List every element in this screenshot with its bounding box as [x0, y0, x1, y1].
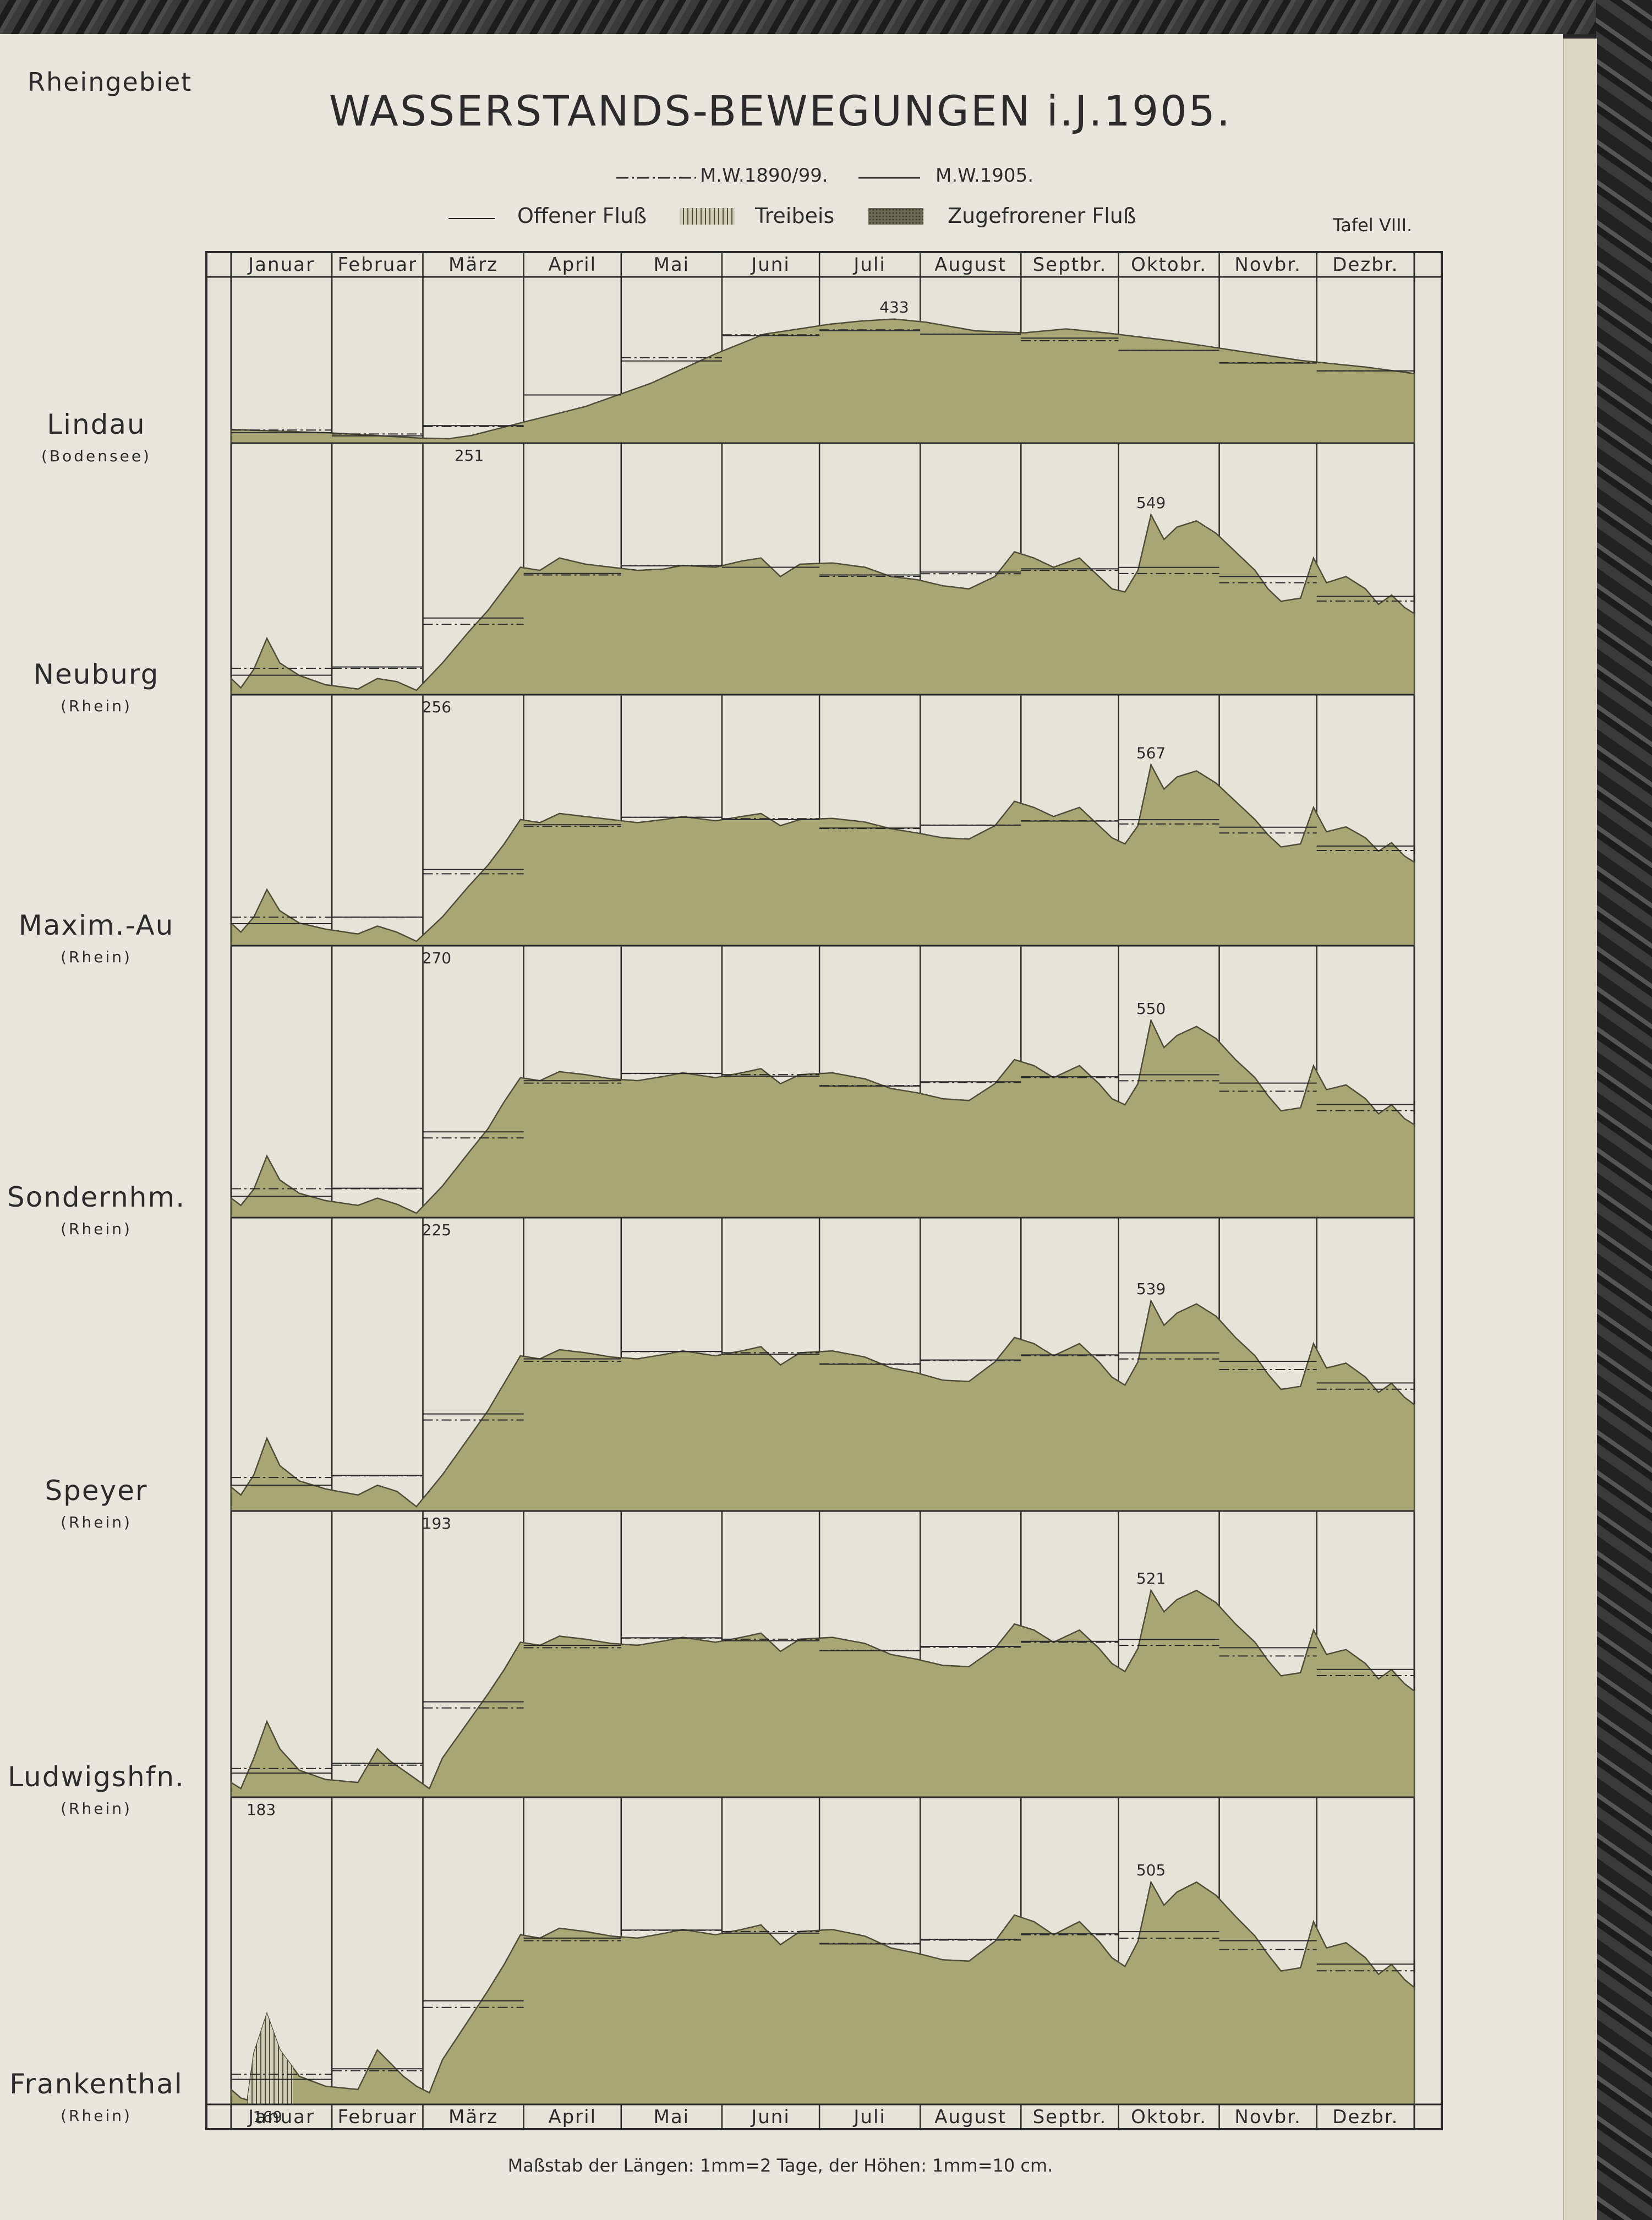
month-label-bottom: Juni	[750, 2106, 790, 2128]
station-river: (Rhein)	[61, 1220, 132, 1238]
legend-mw-old-label: M.W.1890/99.	[700, 165, 828, 187]
drift-ice-area	[247, 2014, 293, 2104]
min-level-label: 225	[422, 1221, 451, 1239]
mean-1905-line	[231, 1929, 1414, 2080]
station-name: Frankenthal	[9, 2068, 183, 2100]
max-level-label: 567	[1136, 744, 1166, 762]
min-level-label: 251	[455, 446, 484, 465]
month-label-top: August	[934, 254, 1006, 276]
mean-1890-99-line	[231, 565, 1414, 669]
month-label-bottom: Juli	[852, 2106, 885, 2128]
station-name: Neuburg	[34, 658, 160, 690]
month-label-bottom: Januar	[247, 2106, 315, 2128]
legend-drift-label: Treibeis	[754, 204, 834, 228]
min-level-label: 270	[422, 949, 451, 967]
max-level-label: 550	[1136, 1000, 1166, 1018]
station-river: (Rhein)	[61, 697, 132, 715]
paper-edge	[1563, 39, 1597, 2220]
month-label-bottom: April	[548, 2106, 597, 2128]
station-name: Sondernhm.	[7, 1181, 185, 1213]
book-binding	[1596, 0, 1652, 2220]
month-label-top: Juli	[852, 254, 885, 276]
station-name: Ludwigshfn.	[8, 1761, 185, 1793]
water-level-area	[230, 1588, 1415, 1798]
water-level-area	[230, 762, 1415, 947]
station-river: (Rhein)	[61, 2107, 132, 2125]
month-label-bottom: Novbr.	[1234, 2106, 1301, 2128]
mean-1905-line	[231, 1637, 1414, 1774]
mean-1905-line	[231, 565, 1414, 676]
min-level-label: 183	[247, 1801, 276, 1819]
month-label-bottom: Oktobr.	[1131, 2106, 1207, 2128]
month-label-bottom: Dezbr.	[1332, 2106, 1398, 2128]
mean-1890-99-line	[231, 329, 1414, 435]
min-level-label: 256	[422, 698, 451, 716]
region-label: Rheingebiet	[28, 67, 192, 97]
month-label-top: Dezbr.	[1332, 254, 1398, 276]
month-label-bottom: Mai	[654, 2106, 690, 2128]
legend-frozen-label: Zugefrorener Fluß	[948, 204, 1136, 228]
book-top-edge	[0, 0, 1652, 34]
plot-area: Januar Januar Februar Februar März März April A…	[7, 251, 1443, 2130]
month-label-bottom: August	[934, 2106, 1006, 2128]
mean-1905-line	[231, 816, 1414, 925]
water-level-area	[230, 512, 1415, 696]
month-label-top: Novbr.	[1234, 254, 1301, 276]
max-level-label: 433	[879, 298, 909, 317]
legend-mw-new-label: M.W.1905.	[936, 165, 1033, 187]
min-level-label: 169	[253, 2108, 282, 2126]
month-label-top: Januar	[247, 254, 315, 276]
month-label-bottom: Septbr.	[1033, 2106, 1107, 2128]
month-label-top: Februar	[338, 254, 418, 276]
mean-1890-99-line	[231, 1929, 1414, 2075]
station-river: (Bodensee)	[41, 447, 151, 465]
month-label-top: Septbr.	[1033, 254, 1107, 276]
chart-title: WASSERSTANDS-BEWEGUNGEN i.J.1905.	[329, 86, 1232, 135]
legend-open-label: Offener Fluß	[517, 204, 647, 228]
max-level-label: 521	[1136, 1569, 1166, 1588]
mean-1905-line	[231, 330, 1414, 437]
max-level-label: 539	[1136, 1280, 1166, 1298]
station-river: (Rhein)	[61, 948, 132, 966]
mean-1905-line	[231, 1072, 1414, 1197]
month-label-bottom: März	[448, 2106, 498, 2128]
scale-note: Maßstab der Längen: 1mm=2 Tage, der Höhe…	[508, 2155, 1053, 2176]
station-river: (Rhein)	[61, 1799, 132, 1818]
water-level-area	[230, 1299, 1415, 1512]
mean-1905-line	[231, 1350, 1414, 1486]
month-label-bottom: Februar	[338, 2106, 418, 2128]
month-label-top: Oktobr.	[1131, 254, 1207, 276]
station-name: Lindau	[47, 408, 146, 440]
min-level-label: 193	[422, 1514, 451, 1532]
month-label-top: März	[448, 254, 498, 276]
max-level-label: 505	[1136, 1861, 1166, 1879]
month-label-top: Mai	[654, 254, 690, 276]
water-level-area	[230, 1018, 1415, 1219]
station-name: Maxim.-Au	[19, 909, 174, 941]
station-name: Speyer	[45, 1475, 147, 1507]
max-level-label: 549	[1136, 494, 1166, 512]
mean-1890-99-line	[231, 1637, 1414, 1769]
legend-drift-swatch	[680, 208, 735, 225]
month-label-top: April	[548, 254, 597, 276]
plate-label: Tafel VIII.	[1332, 215, 1412, 236]
legend-frozen-swatch	[868, 208, 923, 225]
station-river: (Rhein)	[61, 1513, 132, 1531]
month-label-top: Juni	[750, 254, 790, 276]
